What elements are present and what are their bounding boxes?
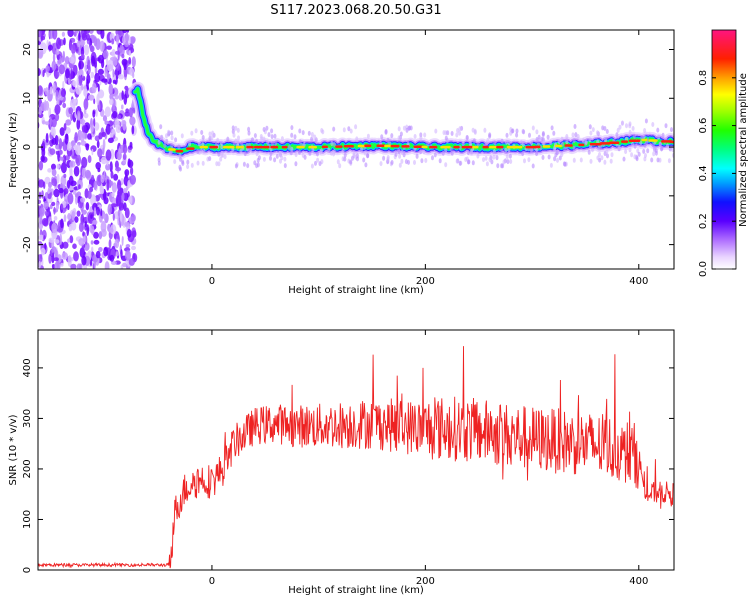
x-tick-label: 400: [629, 276, 648, 287]
spectrogram-frame: [37, 29, 675, 270]
snr-plot-area: [38, 346, 674, 569]
colorbar-tick-label: 0.2: [698, 213, 709, 229]
snr-y-axis-label: SNR (10 * v/v): [8, 414, 19, 485]
y-tick-label: -20: [22, 236, 33, 252]
colorbar-tick-label: 0.8: [698, 70, 709, 86]
spectrogram-plot-area: [38, 30, 674, 269]
y-tick-label: 10: [22, 92, 33, 105]
colorbar-ticks: 0.0 0.2 0.4 0.6 0.8: [698, 70, 736, 277]
x-tick-label: 200: [416, 276, 435, 287]
spectrogram-x-ticks: 0 200 400: [209, 30, 648, 287]
snr-panel: 0 200 400 0 100 200 300 400 Height of straight…: [8, 329, 675, 596]
y-tick-label: 0: [22, 567, 33, 573]
spectrogram-y-ticks: -20 -10 0 10 20: [22, 43, 674, 253]
x-tick-label: 0: [209, 576, 215, 587]
y-tick-label: 100: [22, 510, 33, 529]
y-tick-label: -10: [22, 188, 33, 204]
noise-region: [38, 30, 138, 269]
x-tick-label: 200: [416, 576, 435, 587]
y-tick-label: 400: [22, 358, 33, 377]
signal-track: [128, 81, 674, 172]
y-tick-label: 20: [22, 43, 33, 56]
snr-x-axis-label: Height of straight line (km): [288, 585, 424, 596]
colorbar-tick-label: 0.6: [698, 118, 709, 134]
spectrogram-panel: 0 200 400 -20 -10 0 10 20 Height of straight l…: [8, 29, 675, 296]
snr-line: [38, 346, 674, 569]
colorbar-tick-label: 0.0: [698, 261, 709, 277]
x-tick-label: 0: [209, 276, 215, 287]
y-tick-label: 200: [22, 459, 33, 478]
spectrogram-x-axis-label: Height of straight line (km): [288, 285, 424, 296]
snr-x-ticks: 0 200 400: [209, 330, 648, 587]
colorbar-tick-label: 0.4: [698, 165, 709, 181]
y-tick-label: 300: [22, 409, 33, 428]
colorbar: 0.0 0.2 0.4 0.6 0.8 Normalized spectral ampl…: [698, 29, 749, 277]
snr-frame: [37, 329, 675, 571]
figure-title: S117.2023.068.20.50.G31: [270, 3, 441, 18]
colorbar-label: Normalized spectral amplitude: [738, 73, 749, 227]
y-tick-label: 0: [22, 144, 33, 150]
x-tick-label: 400: [629, 576, 648, 587]
colorbar-gradient: [711, 29, 737, 270]
spectrogram-y-axis-label: Frequency (Hz): [8, 112, 19, 188]
snr-y-ticks: 0 100 200 300 400: [22, 358, 674, 573]
